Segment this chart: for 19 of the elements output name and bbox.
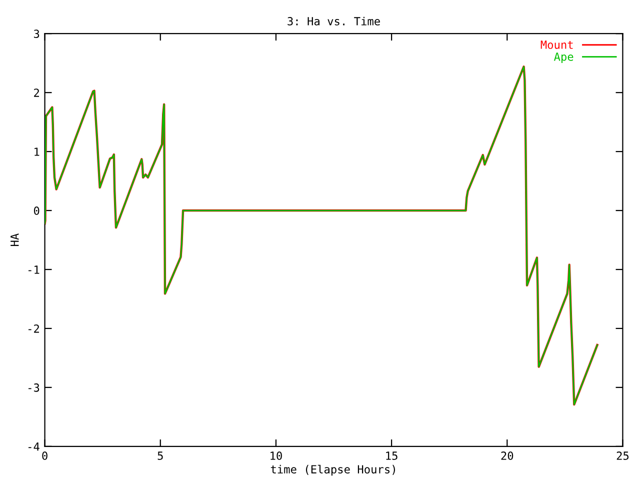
y-tick-label: -3 — [28, 383, 40, 392]
y-tick-label: 2 — [34, 88, 39, 97]
x-tick-label: 20 — [501, 452, 514, 460]
x-tick-label: 15 — [386, 452, 398, 460]
x-tick-label: 5 — [158, 452, 163, 460]
y-tick-label: 1 — [34, 148, 40, 156]
y-tick-label: 0 — [34, 206, 40, 215]
x-axis-title: time (Elapse Hours) — [270, 464, 395, 476]
chart-title: 3: Ha vs. Time — [288, 16, 380, 26]
y-tick-label: -1 — [28, 266, 40, 274]
x-tick-label: 10 — [270, 452, 282, 460]
y-tick-label: 3 — [34, 30, 40, 38]
x-tick-label: 25 — [616, 452, 629, 460]
y-tick-label: -4 — [28, 442, 40, 451]
legend-label: Ape — [554, 52, 574, 64]
legend-label: Mount — [540, 40, 573, 49]
y-axis-title: HA — [10, 234, 19, 246]
y-tick-label: -2 — [28, 324, 39, 333]
x-tick-label: 0 — [42, 452, 48, 460]
